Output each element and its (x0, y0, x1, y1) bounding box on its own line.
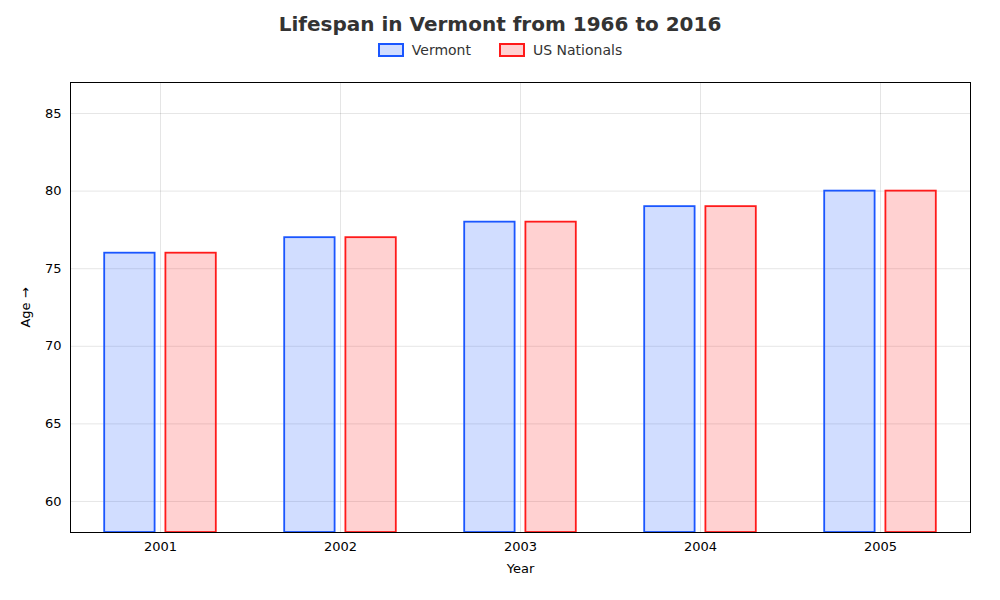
svg-text:2001: 2001 (144, 539, 177, 554)
svg-text:2003: 2003 (504, 539, 537, 554)
svg-text:65: 65 (45, 416, 62, 431)
html-text:Lifespan in Vermont from 1966: Lifespan in Vermont from 1966 to 2016 (278, 12, 722, 36)
svg-text:70: 70 (45, 338, 62, 353)
svg-text:60: 60 (45, 494, 62, 509)
svg-text:85: 85 (45, 106, 62, 121)
svg-text:80: 80 (45, 183, 62, 198)
svg-text:2005: 2005 (864, 539, 897, 554)
html-text:Vermont: Vermont (411, 42, 471, 58)
html-text:US Nationals: US Nationals (533, 42, 623, 58)
svg-text:2002: 2002 (324, 539, 357, 554)
svg-text:75: 75 (45, 261, 62, 276)
svg-text:Age →: Age → (18, 287, 33, 327)
svg-text:2004: 2004 (684, 539, 717, 554)
svg-text:Year: Year (506, 561, 535, 576)
